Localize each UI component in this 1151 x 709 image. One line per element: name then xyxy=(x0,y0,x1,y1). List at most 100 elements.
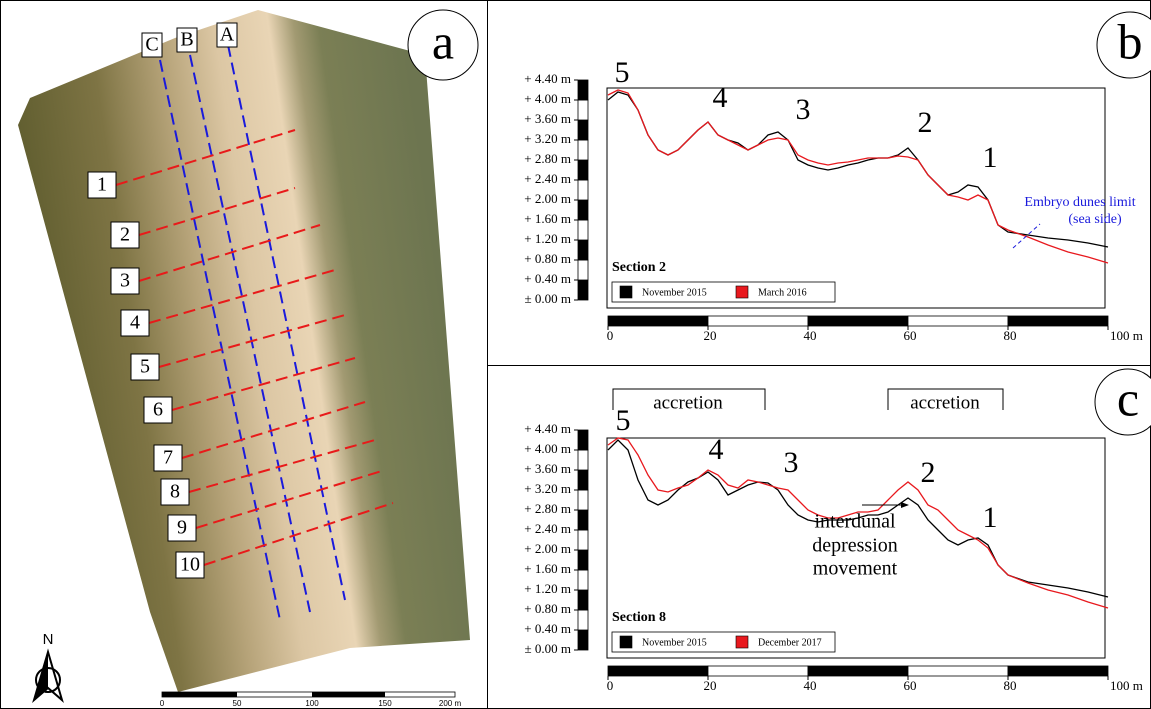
section-label: 1 xyxy=(97,174,107,196)
scale-segment xyxy=(1008,666,1108,676)
y-tick-label: + 2.80 m xyxy=(524,151,571,166)
section-title: Section 8 xyxy=(612,610,666,625)
section-label: 9 xyxy=(177,517,187,539)
scale-segment xyxy=(578,550,588,570)
annotation: interdunal xyxy=(814,511,896,533)
y-tick-label: + 4.40 m xyxy=(524,71,571,86)
section-label: 10 xyxy=(180,554,200,576)
transect-label: C xyxy=(145,34,158,56)
y-tick-label: + 4.00 m xyxy=(524,441,571,456)
peak-label: 2 xyxy=(921,456,936,489)
transect-label: A xyxy=(220,24,235,46)
legend-label: December 2017 xyxy=(758,637,822,648)
y-tick-label: + 2.40 m xyxy=(524,171,571,186)
legend-label: November 2015 xyxy=(642,287,707,298)
scale-label: 200 m xyxy=(439,699,462,708)
transect-label: B xyxy=(180,29,193,51)
x-tick-label: 0 xyxy=(607,328,614,343)
peak-label: 3 xyxy=(784,446,799,479)
y-tick-label: + 3.60 m xyxy=(524,461,571,476)
peak-label: 1 xyxy=(983,501,998,534)
scale-segment xyxy=(578,610,588,630)
legend-swatch xyxy=(620,286,632,298)
panel-label: b xyxy=(1118,13,1143,69)
section-title: Section 2 xyxy=(612,260,666,275)
panel-label: c xyxy=(1117,370,1139,426)
peak-label: 4 xyxy=(713,81,728,114)
scale-bar xyxy=(162,692,237,697)
scale-segment xyxy=(578,630,588,650)
profile-line xyxy=(608,90,1108,263)
north-label: N xyxy=(43,631,54,648)
scale-segment xyxy=(578,590,588,610)
scale-segment xyxy=(578,260,588,280)
x-tick-label: 60 xyxy=(904,328,917,343)
panel-label: a xyxy=(432,13,454,69)
scale-segment xyxy=(578,140,588,160)
scale-label: 50 xyxy=(233,699,242,708)
x-tick-label: 40 xyxy=(804,678,817,693)
scale-segment xyxy=(708,666,808,676)
scale-segment xyxy=(1008,316,1108,326)
legend-label: March 2016 xyxy=(758,287,807,298)
x-tick-label: 100 m xyxy=(1110,678,1143,693)
profile-line xyxy=(608,92,1108,247)
scale-segment xyxy=(578,120,588,140)
peak-label: 4 xyxy=(709,433,724,466)
y-tick-label: + 0.80 m xyxy=(524,601,571,616)
scale-segment xyxy=(578,470,588,490)
x-tick-label: 80 xyxy=(1004,678,1017,693)
y-tick-label: + 0.40 m xyxy=(524,621,571,636)
peak-label: 3 xyxy=(796,93,811,126)
scale-segment xyxy=(578,570,588,590)
scale-segment xyxy=(578,490,588,510)
scale-segment xyxy=(578,240,588,260)
y-tick-label: + 2.00 m xyxy=(524,191,571,206)
section-label: 3 xyxy=(120,270,130,292)
x-tick-label: 80 xyxy=(1004,328,1017,343)
legend-label: November 2015 xyxy=(642,637,707,648)
y-tick-label: + 4.00 m xyxy=(524,91,571,106)
y-tick-label: + 0.80 m xyxy=(524,251,571,266)
scale-segment xyxy=(578,280,588,300)
scale-label: 150 xyxy=(378,699,392,708)
y-tick-label: + 2.80 m xyxy=(524,501,571,516)
scale-segment xyxy=(578,200,588,220)
peak-label: 2 xyxy=(918,106,933,139)
figure: a N CBA12345678910050100150200 m b± 0.00… xyxy=(0,0,1151,709)
peak-label: 5 xyxy=(616,404,631,437)
annotation: (sea side) xyxy=(1068,212,1122,227)
y-tick-label: + 1.20 m xyxy=(524,231,571,246)
x-tick-label: 20 xyxy=(704,678,717,693)
annotation: depression xyxy=(812,535,898,557)
scale-label: 0 xyxy=(160,699,165,708)
y-tick-label: + 2.00 m xyxy=(524,541,571,556)
scale-segment xyxy=(578,160,588,180)
section-label: 8 xyxy=(170,481,180,503)
legend-swatch xyxy=(736,636,748,648)
scale-segment xyxy=(908,316,1008,326)
scale-bar xyxy=(312,692,385,697)
x-tick-label: 0 xyxy=(607,678,614,693)
y-tick-label: + 4.40 m xyxy=(524,421,571,436)
y-tick-label: + 0.40 m xyxy=(524,271,571,286)
scale-segment xyxy=(908,666,1008,676)
annotation: accretion xyxy=(910,392,980,413)
peak-label: 1 xyxy=(983,141,998,174)
section-label: 4 xyxy=(130,312,140,334)
north-arrow: N xyxy=(34,631,62,700)
y-tick-label: + 2.40 m xyxy=(524,521,571,536)
scale-segment xyxy=(608,666,708,676)
section-label: 7 xyxy=(163,447,173,469)
annotation: Embryo dunes limit xyxy=(1024,195,1135,210)
scale-segment xyxy=(578,180,588,200)
scale-segment xyxy=(808,316,908,326)
aerial-photo xyxy=(18,10,470,692)
x-tick-label: 100 m xyxy=(1110,328,1143,343)
section-label: 2 xyxy=(120,224,130,246)
annotation: movement xyxy=(813,558,898,580)
y-tick-label: + 3.20 m xyxy=(524,481,571,496)
scale-segment xyxy=(808,666,908,676)
y-tick-label: ± 0.00 m xyxy=(525,641,572,656)
